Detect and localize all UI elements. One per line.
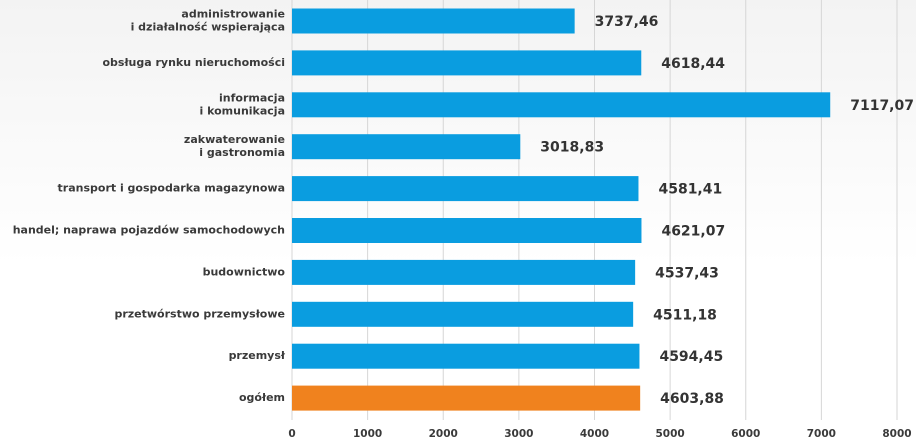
bar bbox=[292, 259, 636, 285]
y-tick-label: budownictwo bbox=[203, 265, 286, 278]
bar bbox=[292, 92, 831, 118]
value-label: 4537,43 bbox=[655, 265, 719, 281]
y-tick-label: przetwórstwo przemysłowe bbox=[114, 307, 285, 320]
value-label: 3018,83 bbox=[540, 140, 604, 156]
y-tick-label: informacja i komunikacja bbox=[199, 91, 285, 117]
y-tick-label: ogółem bbox=[239, 391, 285, 404]
bar bbox=[292, 176, 639, 202]
bar bbox=[292, 50, 642, 76]
x-tick-label: 5000 bbox=[656, 428, 685, 440]
value-label: 4581,41 bbox=[658, 182, 722, 198]
bar bbox=[292, 218, 642, 243]
x-tick-label: 8000 bbox=[882, 428, 911, 440]
y-tick-label: administrowanie i działalność wspierająca bbox=[131, 8, 285, 34]
bar bbox=[292, 385, 641, 411]
value-label: 3737,46 bbox=[595, 14, 659, 30]
y-tick-label: transport i gospodarka magazynowa bbox=[58, 182, 285, 195]
y-tick-label: zakwaterowanie i gastronomia bbox=[184, 133, 285, 159]
bar bbox=[292, 343, 640, 369]
x-tick-label: 2000 bbox=[429, 428, 458, 440]
value-label: 4511,18 bbox=[653, 307, 717, 323]
y-tick-label: obsługa rynku nieruchomości bbox=[102, 56, 285, 69]
bar bbox=[292, 301, 634, 327]
x-tick-label: 4000 bbox=[580, 428, 609, 440]
bar bbox=[292, 134, 521, 160]
value-label: 7117,07 bbox=[850, 98, 914, 114]
value-label: 4621,07 bbox=[661, 224, 725, 240]
value-label: 4618,44 bbox=[661, 56, 725, 72]
bar bbox=[292, 8, 575, 34]
x-tick-label: 1000 bbox=[353, 428, 382, 440]
y-tick-label: handel; naprawa pojazdów samochodowych bbox=[13, 224, 285, 237]
x-tick-label: 0 bbox=[288, 428, 295, 440]
value-label: 4594,45 bbox=[659, 349, 723, 365]
y-tick-label: przemysł bbox=[229, 349, 286, 362]
x-tick-label: 7000 bbox=[807, 428, 836, 440]
x-tick-label: 6000 bbox=[731, 428, 760, 440]
value-label: 4603,88 bbox=[660, 391, 724, 407]
x-tick-label: 3000 bbox=[504, 428, 533, 440]
